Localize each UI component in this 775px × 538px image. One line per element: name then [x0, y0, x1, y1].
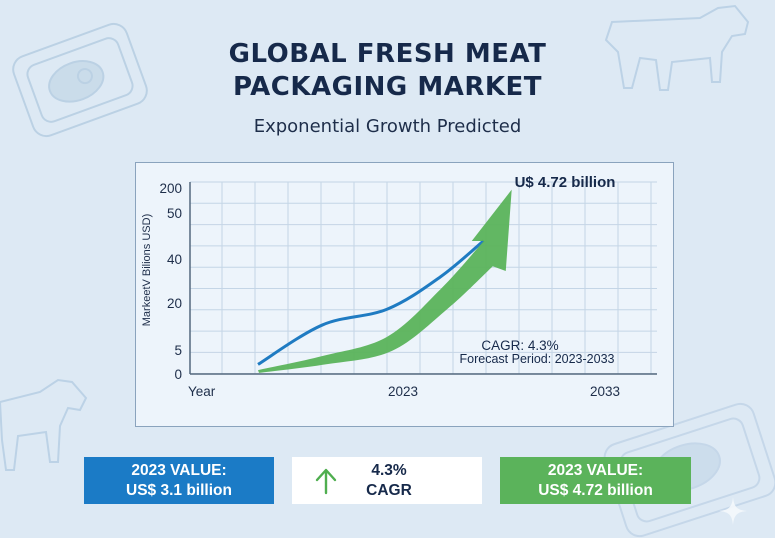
y-tick-label: 5	[174, 343, 182, 358]
page-subtitle: Exponential Growth Predicted	[253, 116, 522, 137]
chart-panel	[135, 162, 674, 427]
y-tick-label: 50	[167, 206, 182, 221]
stat-middle-line-1: 4.3%	[371, 462, 407, 479]
stat-box-forecast-value: 2023 VALUE: US$ 4.72 billion	[500, 457, 691, 504]
stat-right-line-2: US$ 4.72 billion	[538, 482, 653, 499]
stat-middle-line-2: CAGR	[366, 482, 412, 499]
meat-tray-icon	[12, 22, 148, 138]
annotation-end-value: U$ 4.72 billion	[515, 174, 616, 191]
title-line-1: GLOBAL FRESH MEAT	[228, 39, 547, 69]
stat-box-2023-value: 2023 VALUE: US$ 3.1 billion	[84, 457, 274, 504]
page-title: GLOBAL FRESH MEAT PACKAGING MARKET	[0, 38, 775, 104]
stat-left-line-2: US$ 3.1 billion	[126, 482, 232, 499]
y-tick-label: 40	[167, 252, 182, 267]
x-tick-label: 2033	[590, 384, 620, 399]
stat-right-line-1: 2023 VALUE:	[547, 462, 644, 479]
title-line-2: PACKAGING MARKET	[233, 72, 542, 102]
series-line-market	[257, 239, 485, 366]
stat-left-line-1: 2023 VALUE:	[131, 462, 227, 479]
series-arrow-forecast	[258, 189, 512, 373]
y-tick-label: 200	[159, 181, 182, 196]
stat-box-cagr: 4.3% CAGR	[292, 457, 482, 504]
y-axis-label: MarkeetV Bilions USD)	[141, 214, 153, 326]
cow-icon	[604, 4, 750, 91]
sparkle-icon	[719, 497, 747, 525]
up-arrow-icon	[315, 468, 337, 495]
annotation-cagr: CAGR: 4.3%	[481, 338, 558, 353]
x-tick-label: Year	[188, 384, 216, 399]
x-tick-label: 2023	[388, 384, 418, 399]
y-tick-label: 20	[167, 296, 182, 311]
annotation-forecast: Forecast Period: 2023-2033	[460, 352, 615, 366]
y-tick-label: 0	[174, 367, 182, 382]
cow-icon	[0, 378, 88, 471]
